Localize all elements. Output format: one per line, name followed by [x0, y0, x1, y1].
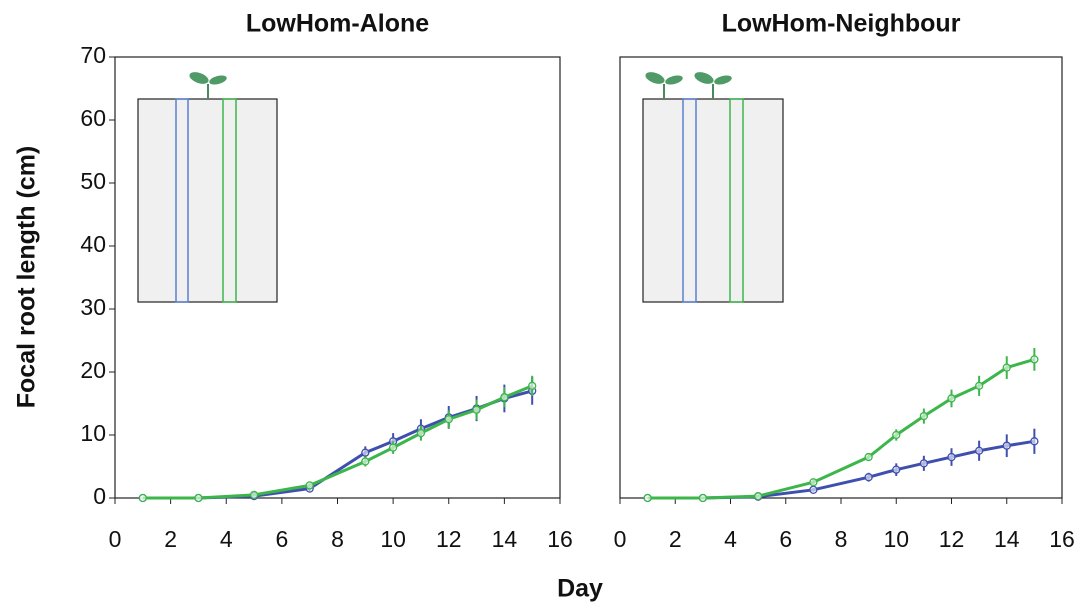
chart-title: LowHom-Alone: [246, 10, 429, 38]
y-tick-label: 20: [80, 357, 106, 383]
x-tick-label: 12: [436, 526, 462, 552]
data-point: [305, 481, 314, 490]
y-tick-label: 70: [80, 42, 106, 68]
data-point: [1030, 355, 1039, 364]
x-tick-label: 10: [883, 526, 909, 552]
chart-title: LowHom-Neighbour: [722, 10, 961, 38]
data-point: [892, 430, 901, 440]
data-point: [361, 448, 370, 457]
x-tick-label: 16: [1049, 526, 1075, 552]
y-tick-label: 10: [80, 420, 106, 446]
data-point: [1030, 437, 1039, 446]
x-tick-label: 8: [331, 526, 344, 552]
x-tick-label: 10: [380, 526, 406, 552]
x-tick-label: 2: [164, 526, 177, 552]
series-line: [647, 357, 1035, 500]
data-point: [864, 473, 873, 482]
x-tick-label: 16: [547, 526, 573, 552]
data-point: [249, 490, 259, 500]
data-point: [947, 394, 956, 403]
y-axis-label: Focal root length (cm): [13, 146, 41, 409]
data-point: [528, 381, 537, 391]
data-point: [416, 428, 426, 438]
data-point: [388, 443, 398, 452]
y-tick-label: 30: [80, 294, 106, 320]
data-point: [500, 393, 509, 402]
data-point: [194, 493, 203, 503]
y-tick-label: 60: [80, 105, 106, 131]
data-point: [1002, 363, 1011, 372]
data-point: [643, 493, 652, 503]
data-point: [361, 457, 370, 466]
x-tick-label: 0: [109, 526, 122, 552]
inset-left: [137, 72, 278, 303]
data-point: [444, 415, 453, 424]
data-point: [809, 478, 818, 487]
data-point: [892, 465, 901, 474]
data-point: [974, 446, 984, 455]
x-tick-label: 6: [275, 526, 288, 552]
data-point: [472, 405, 481, 414]
data-point: [1002, 441, 1011, 450]
data-point: [698, 493, 708, 503]
x-tick-label: 4: [724, 526, 737, 552]
x-tick-label: 8: [835, 526, 848, 552]
inset-right: [642, 72, 784, 303]
y-tick-label: 0: [93, 483, 106, 509]
data-point: [864, 452, 873, 462]
x-tick-label: 12: [939, 526, 965, 552]
x-tick-label: 14: [994, 526, 1020, 552]
x-tick-label: 0: [614, 526, 627, 552]
x-tick-label: 6: [779, 526, 792, 552]
y-tick-label: 40: [80, 231, 106, 257]
x-tick-label: 14: [492, 526, 518, 552]
x-tick-label: 2: [669, 526, 682, 552]
series-line: [142, 384, 533, 500]
data-point: [919, 459, 929, 468]
data-point: [919, 411, 929, 421]
data-point: [809, 485, 818, 494]
y-tick-label: 50: [80, 168, 106, 194]
data-point: [974, 381, 984, 391]
data-point: [947, 452, 956, 462]
x-tick-label: 4: [220, 526, 233, 552]
x-axis-label: Day: [557, 575, 603, 603]
data-point: [138, 493, 147, 503]
data-point: [753, 491, 763, 501]
